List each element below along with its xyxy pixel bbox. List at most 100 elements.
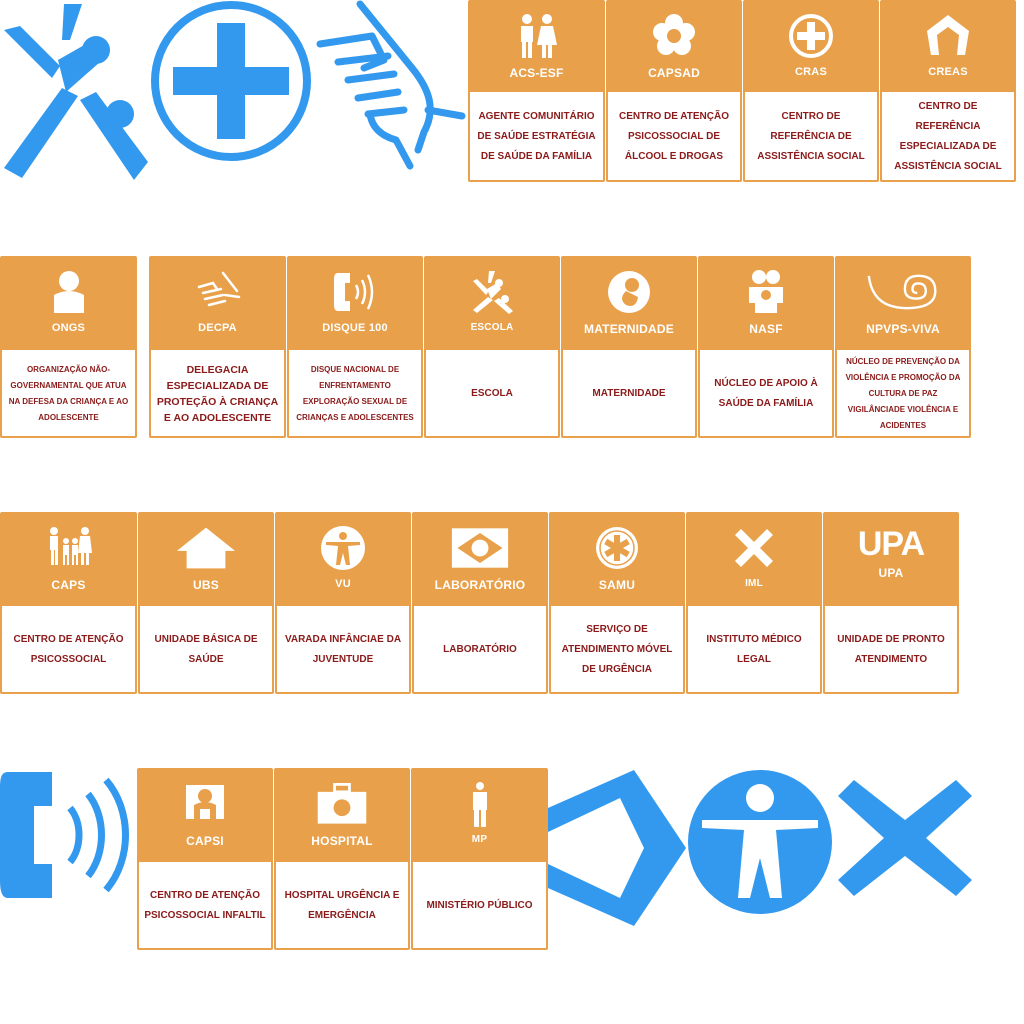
card-header: HOSPITAL	[276, 770, 408, 862]
card-header: NPVPS-VIVA	[837, 258, 969, 350]
card-header: UPA UPA	[825, 514, 957, 606]
card-description: LABORATÓRIO	[443, 644, 517, 655]
card-code: ACS-ESF	[509, 66, 564, 80]
card-header: CAPSI	[139, 770, 271, 862]
escola-figure-icon	[466, 266, 518, 318]
card-header: UBS	[140, 514, 272, 606]
service-card-caps[interactable]: CAPS CENTRO DE ATENÇÃO PSICOSSOCIAL	[0, 512, 137, 694]
card-description: DISQUE NACIONAL DE ENFRENTAMENTO EXPLORA…	[296, 365, 414, 422]
card-code: LABORATÓRIO	[434, 578, 526, 592]
service-card-laboratorio[interactable]: LABORATÓRIO LABORATÓRIO	[412, 512, 548, 694]
flower-icon	[648, 10, 700, 62]
service-card-capsi[interactable]: CAPSI CENTRO DE ATENÇÃO PSICOSSOCIAL INF…	[137, 768, 273, 950]
card-code: ONGS	[51, 322, 86, 334]
cross-circle-icon	[785, 10, 837, 62]
service-card-acs-esf[interactable]: ACS-ESF AGENTE COMUNITÁRIO DE SAÚDE ESTR…	[468, 0, 605, 182]
card-header: IML	[688, 514, 820, 606]
frame-icon	[548, 770, 686, 926]
card-description: AGENTE COMUNITÁRIO DE SAÚDE ESTRATÉGIA D…	[477, 111, 596, 162]
upa-logo-text: UPA	[857, 524, 925, 563]
card-description: UNIDADE BÁSICA DE SAÚDE	[154, 634, 258, 665]
telephone-icon	[0, 772, 129, 898]
card-description: MATERNIDADE	[592, 388, 666, 399]
service-card-vu[interactable]: VU VARADA INFÂNCIAE DA JUVENTUDE	[275, 512, 411, 694]
card-code: VU	[335, 578, 351, 590]
card-code: MP	[471, 834, 488, 845]
service-card-ongs[interactable]: ONGS ORGANIZAÇÃO NÃO-GOVERNAMENTAL QUE A…	[0, 256, 137, 438]
card-description: INSTITUTO MÉDICO LEGAL	[706, 634, 802, 665]
card-header: ONGS	[2, 258, 135, 350]
card-header: CAPSAD	[608, 2, 740, 92]
card-code: DECPA	[198, 322, 237, 334]
card-code: HOSPITAL	[311, 834, 373, 848]
handshake-icon	[192, 266, 244, 318]
person-icon	[43, 266, 95, 318]
service-card-iml[interactable]: IML INSTITUTO MÉDICO LEGAL	[686, 512, 822, 694]
card-description: CENTRO DE ATENÇÃO PSICOSSOCIAL	[13, 634, 124, 665]
service-card-upa[interactable]: UPA UPA UNIDADE DE PRONTO ATENDIMENTO	[823, 512, 959, 694]
card-header: ESCOLA	[426, 258, 558, 350]
card-code: CREAS	[928, 66, 968, 78]
card-description: UNIDADE DE PRONTO ATENDIMENTO	[837, 634, 945, 665]
card-header: CRAS	[745, 2, 877, 92]
service-card-capsad[interactable]: CAPSAD CENTRO DE ATENÇÃO PSICOSSOCIAL DE…	[606, 0, 742, 182]
handshake-icon	[316, 0, 466, 170]
card-code: UPA	[878, 566, 904, 580]
card-code: CAPS	[51, 578, 86, 592]
card-description: NÚCLEO DE APOIO À SAÚDE DA FAMÍLIA	[714, 378, 818, 409]
card-code: ESCOLA	[470, 322, 514, 333]
card-code: CAPSI	[186, 834, 224, 848]
service-card-creas[interactable]: CREAS CENTRO DE REFERÊNCIA ESPECIALIZADA…	[880, 0, 1016, 182]
service-card-cras[interactable]: CRAS CENTRO DE REFERÊNCIA DE ASSISTÊNCIA…	[743, 0, 879, 182]
card-description: CENTRO DE REFERÊNCIA DE ASSISTÊNCIA SOCI…	[757, 111, 865, 162]
house-icon	[174, 522, 238, 574]
card-header: NASF	[700, 258, 832, 350]
card-description: CENTRO DE ATENÇÃO PSICOSSOCIAL DE ÁLCOOL…	[619, 111, 729, 162]
x-icon	[728, 522, 780, 574]
capsi-icon	[179, 778, 231, 830]
card-header: SAMU	[551, 514, 683, 606]
card-header: MP	[413, 770, 546, 862]
card-description: ORGANIZAÇÃO NÃO-GOVERNAMENTAL QUE ATUA N…	[8, 365, 129, 422]
card-header: CREAS	[882, 2, 1014, 92]
service-card-escola[interactable]: ESCOLA ESCOLA	[424, 256, 560, 438]
service-card-maternidade[interactable]: MATERNIDADE MATERNIDADE	[561, 256, 697, 438]
service-card-samu[interactable]: SAMU SERVIÇO DE ATENDIMENTO MÓVEL DE URG…	[549, 512, 685, 694]
card-code: DISQUE 100	[322, 322, 388, 334]
card-code: NPVPS-VIVA	[866, 322, 940, 336]
service-card-decpa[interactable]: DECPA DELEGACIA ESPECIALIZADA DE PROTEÇÃ…	[149, 256, 286, 438]
card-code: NASF	[749, 322, 783, 336]
card-code: CAPSAD	[648, 66, 700, 80]
card-code: CRAS	[795, 66, 827, 78]
card-description: MINISTÉRIO PÚBLICO	[426, 900, 533, 911]
couple-icon	[511, 10, 563, 62]
cross-circle-icon	[151, 1, 311, 161]
spiral-icon	[863, 266, 943, 318]
upa-logo-icon: UPA	[849, 522, 933, 566]
card-description: HOSPITAL URGÊNCIA E EMERGÊNCIA	[284, 890, 400, 921]
card-description: CENTRO DE REFERÊNCIA ESPECIALIZADA DE AS…	[894, 101, 1002, 172]
service-card-disque-100[interactable]: DISQUE 100 DISQUE NACIONAL DE ENFRENTAME…	[287, 256, 423, 438]
card-description: ESCOLA	[471, 388, 513, 399]
card-description: CENTRO DE ATENÇÃO PSICOSSOCIAL INFALTIL	[144, 890, 266, 921]
service-card-ubs[interactable]: UBS UNIDADE BÁSICA DE SAÚDE	[138, 512, 274, 694]
card-header: MATERNIDADE	[563, 258, 695, 350]
card-code: UBS	[193, 578, 219, 592]
medical-bag-icon	[312, 778, 372, 830]
service-card-mp[interactable]: MP MINISTÉRIO PÚBLICO	[411, 768, 548, 950]
person-circle-icon	[688, 770, 832, 914]
card-header: DISQUE 100	[289, 258, 421, 350]
family-group-icon	[43, 522, 95, 574]
escola-figure-icon	[4, 4, 148, 180]
card-code: SAMU	[598, 578, 636, 592]
card-header: ACS-ESF	[470, 2, 603, 92]
card-header: CAPS	[2, 514, 135, 606]
service-card-nasf[interactable]: NASF NÚCLEO DE APOIO À SAÚDE DA FAMÍLIA	[698, 256, 834, 438]
x-icon	[838, 780, 972, 896]
telephone-icon	[329, 266, 381, 318]
service-card-npvps-viva[interactable]: NPVPS-VIVA NÚCLEO DE PREVENÇÃO DA VIOLÊN…	[835, 256, 971, 438]
service-card-hospital[interactable]: HOSPITAL HOSPITAL URGÊNCIA E EMERGÊNCIA	[274, 768, 410, 950]
standing-person-icon	[454, 778, 506, 830]
person-circle-icon	[317, 522, 369, 574]
fetus-icon	[603, 266, 655, 318]
